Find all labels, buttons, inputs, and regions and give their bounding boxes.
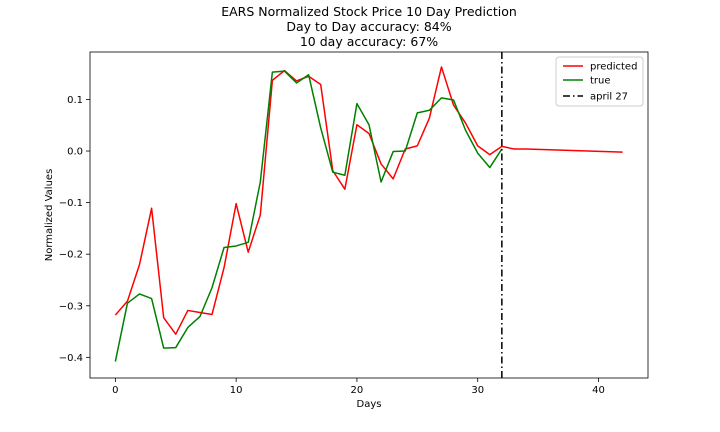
- x-tick-label: 40: [592, 385, 605, 396]
- y-tick-label: −0.3: [59, 301, 83, 312]
- x-tick-label: 10: [230, 385, 243, 396]
- series-line-true: [114, 70, 503, 362]
- x-tick-label: 20: [351, 385, 364, 396]
- y-tick-label: 0.0: [67, 147, 83, 158]
- y-tick-label: −0.4: [59, 353, 83, 364]
- legend-label-april-27: april 27: [590, 92, 628, 103]
- series-line-predicted: [114, 66, 623, 335]
- chart-subtitle-daily-accuracy: Day to Day accuracy: 84%: [286, 19, 451, 34]
- legend-box: [555, 56, 644, 107]
- legend-label-true: true: [590, 76, 611, 87]
- y-tick-label: 0.1: [67, 95, 83, 106]
- plot-area: [90, 52, 648, 378]
- y-axis-label: Normalized Values: [44, 169, 55, 262]
- x-axis-label: Days: [357, 399, 382, 410]
- y-axis-ticks: −0.4 −0.3 −0.2 −0.1 0.0 0.1: [59, 95, 90, 364]
- x-tick-label: 30: [471, 385, 484, 396]
- y-tick-label: −0.1: [59, 198, 83, 209]
- chart-subtitle-10day-accuracy: 10 day accuracy: 67%: [300, 34, 438, 49]
- x-tick-label: 0: [112, 385, 118, 396]
- x-axis-ticks: 0 10 20 30 40: [112, 378, 605, 396]
- plot-frame: [89, 51, 649, 379]
- legend-label-predicted: predicted: [590, 62, 637, 73]
- y-tick-label: −0.2: [59, 250, 83, 261]
- chart-title: EARS Normalized Stock Price 10 Day Predi…: [221, 4, 517, 19]
- legend: predicted true april 27: [555, 56, 644, 107]
- series-lines: [114, 66, 623, 362]
